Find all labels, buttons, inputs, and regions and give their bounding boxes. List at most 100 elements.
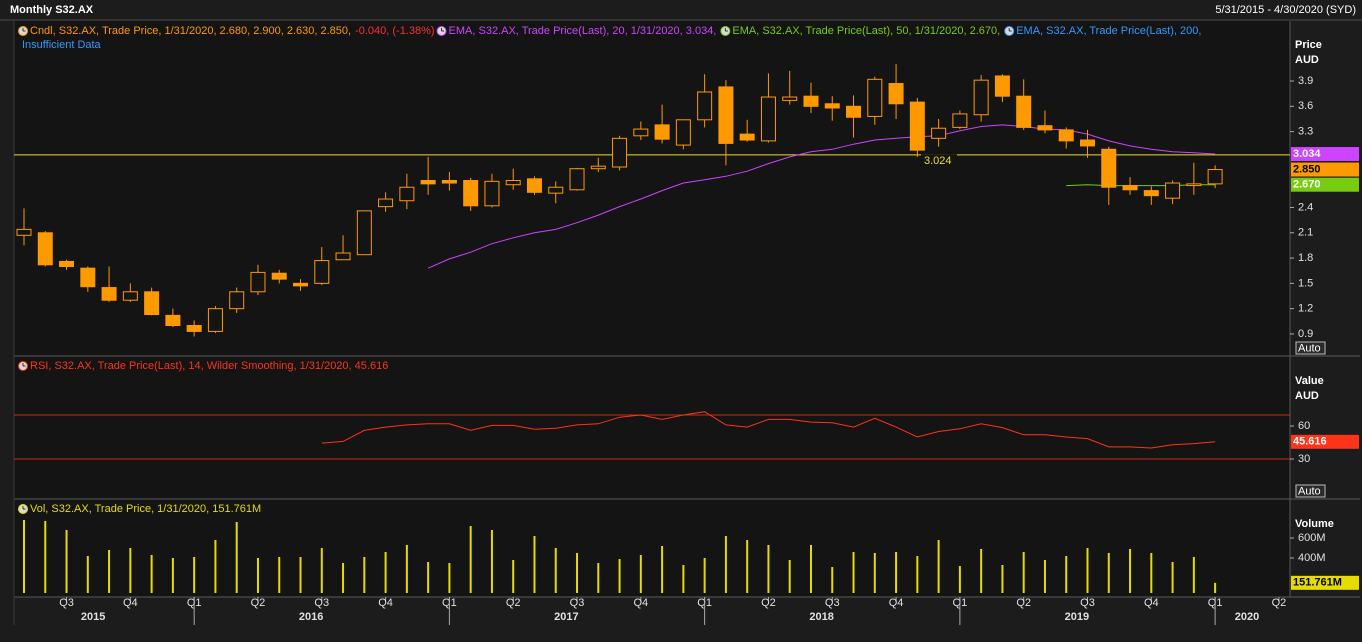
x-tick-label: Q2	[761, 597, 776, 609]
volume-bar	[469, 526, 472, 593]
volume-bar	[150, 555, 153, 593]
y-tick-label: 3.3	[1298, 126, 1313, 138]
candle-body-down	[526, 178, 542, 193]
candle-body-down	[144, 291, 160, 316]
candle-body-up	[16, 228, 32, 236]
value-tag-label: 151.761M	[1293, 577, 1342, 589]
y-tick-label: 3.9	[1298, 75, 1313, 87]
volume-bar	[895, 552, 898, 593]
legend-label: EMA, S32.AX, Trade Price(Last), 50, 1/31…	[732, 25, 1000, 37]
candle-body-down	[803, 95, 819, 107]
year-label: 2016	[299, 611, 323, 623]
candle-body-up	[229, 291, 245, 310]
candle-body-up	[548, 186, 564, 194]
y-tick-label: 30	[1298, 453, 1310, 465]
value-tag	[1291, 575, 1359, 590]
volume-bar	[576, 553, 579, 593]
y-tick-label: 2.4	[1298, 201, 1313, 213]
year-label: 2015	[81, 611, 105, 623]
candle-body-down	[101, 287, 117, 301]
candle-body-down	[1122, 185, 1138, 191]
auto-button-label[interactable]: Auto	[1298, 342, 1321, 354]
year-label: 2020	[1235, 611, 1259, 623]
volume-bar	[214, 540, 217, 593]
date-range: 5/31/2015 - 4/30/2020 (SYD)	[1215, 4, 1356, 16]
x-tick-label: Q3	[1080, 597, 1095, 609]
rsi-line	[321, 411, 1216, 449]
volume-bar	[171, 558, 174, 593]
y-tick-label: 1.5	[1298, 277, 1313, 289]
candle-body-down	[59, 260, 75, 267]
volume-bar	[937, 540, 940, 593]
candle-body-down	[293, 282, 309, 287]
candle-body-up	[250, 271, 266, 293]
candle-body-down	[1101, 148, 1117, 188]
y-tick-label: 1.2	[1298, 303, 1313, 315]
legend-label: EMA, S32.AX, Trade Price(Last), 20, 1/31…	[449, 25, 717, 37]
candle-body-up	[973, 79, 989, 116]
candle-body-down	[271, 272, 287, 280]
volume-bar	[1171, 562, 1174, 593]
volume-bar	[980, 549, 983, 593]
volume-bar	[23, 520, 25, 593]
candle-body-down	[37, 232, 53, 266]
candle-body-up	[633, 128, 649, 137]
candle-body-down	[824, 103, 840, 109]
volume-bar	[1001, 565, 1004, 593]
value-tag-label: 2.850	[1293, 163, 1321, 175]
volume-bar	[235, 522, 238, 593]
value-tag-label: 45.616	[1293, 436, 1327, 448]
axis-unit: AUD	[1295, 390, 1319, 402]
x-tick-label: Q2	[1272, 597, 1287, 609]
volume-bar	[299, 557, 302, 593]
volume-bar	[490, 530, 493, 593]
candle-body-down	[654, 124, 670, 140]
candle-body-up	[952, 113, 968, 128]
year-label: 2017	[554, 611, 578, 623]
y-tick-label: 400M	[1298, 552, 1326, 564]
auto-button-label[interactable]: Auto	[1298, 485, 1321, 497]
axis-title: Price	[1295, 39, 1322, 51]
candle-body-down	[1058, 129, 1074, 142]
x-tick-label: Q4	[633, 597, 648, 609]
volume-bar	[724, 536, 727, 593]
volume-bar	[533, 536, 536, 593]
volume-bar	[320, 548, 323, 593]
candle-body-up	[378, 198, 394, 208]
candle-body-up	[484, 180, 500, 207]
candle-body-up	[399, 186, 415, 202]
y-tick-label: 1.8	[1298, 252, 1313, 264]
candle-body-down	[420, 179, 436, 185]
axis-title: Volume	[1295, 518, 1334, 530]
candle-body-down	[846, 105, 862, 118]
volume-bar	[1065, 556, 1068, 593]
horizontal-line-label-bg	[921, 154, 957, 167]
volume-bar	[873, 553, 876, 593]
y-tick-label: 3.6	[1298, 100, 1313, 112]
volume-bar	[788, 560, 791, 593]
candle-body-down	[1080, 139, 1095, 147]
volume-bar	[639, 555, 642, 593]
volume-bar	[618, 559, 621, 593]
volume-bar	[363, 557, 366, 593]
x-tick-label: Q4	[889, 597, 904, 609]
volume-bar	[256, 558, 259, 593]
volume-bar	[661, 546, 664, 593]
candle-body-down	[888, 83, 904, 105]
y-tick-label: 0.9	[1298, 328, 1313, 340]
plot-background	[14, 21, 1290, 597]
candle-body-down	[1143, 190, 1159, 197]
volume-bar	[958, 566, 961, 593]
volume-bar	[703, 558, 706, 593]
candle-body-up	[760, 96, 776, 142]
candle-body-down	[718, 86, 734, 144]
volume-bar	[129, 548, 132, 593]
auto-button[interactable]	[1295, 341, 1326, 355]
volume-bar	[384, 552, 387, 593]
volume-bar	[809, 545, 812, 593]
legend-note: Insufficient Data	[22, 39, 102, 51]
auto-button[interactable]	[1295, 484, 1326, 498]
legend-label: Vol, S32.AX, Trade Price, 1/31/2020, 151…	[30, 503, 261, 515]
volume-bar	[405, 545, 408, 593]
horizontal-line-label: 3.024	[924, 155, 952, 167]
